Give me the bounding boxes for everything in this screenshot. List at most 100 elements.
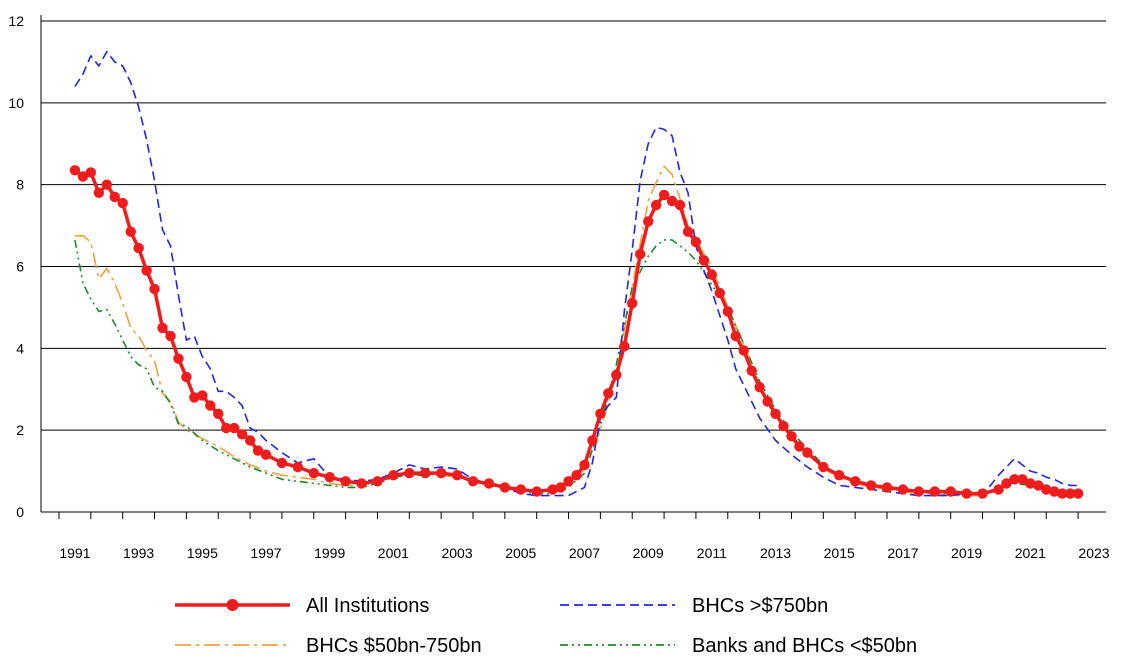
data-point xyxy=(309,468,319,478)
data-point xyxy=(372,476,382,486)
data-point xyxy=(181,372,191,382)
data-point xyxy=(627,298,637,308)
data-point xyxy=(834,470,844,480)
y-tick-label: 2 xyxy=(16,422,24,438)
legend-label-3: Banks and BHCs <$50bn xyxy=(692,635,917,657)
data-point xyxy=(930,486,940,496)
data-point xyxy=(173,353,183,363)
data-point xyxy=(699,255,709,265)
data-point xyxy=(340,476,350,486)
data-point xyxy=(293,462,303,472)
data-point xyxy=(205,400,215,410)
data-point xyxy=(715,288,725,298)
x-tick-label: 2005 xyxy=(505,545,536,561)
y-tick-label: 4 xyxy=(16,340,24,356)
data-point xyxy=(277,458,287,468)
data-point xyxy=(731,331,741,341)
data-point xyxy=(141,265,151,275)
x-tick-label: 2001 xyxy=(378,545,409,561)
y-tick-label: 0 xyxy=(16,504,24,520)
data-point xyxy=(133,243,143,253)
data-point xyxy=(977,488,987,498)
data-point xyxy=(675,200,685,210)
data-point xyxy=(388,470,398,480)
data-point xyxy=(261,450,271,460)
data-point xyxy=(683,227,693,237)
data-point xyxy=(762,396,772,406)
y-tick-label: 8 xyxy=(16,177,24,193)
legend-marker xyxy=(227,599,239,611)
x-tick-label: 2011 xyxy=(697,545,727,561)
data-point xyxy=(436,468,446,478)
x-tick-label: 2009 xyxy=(633,545,664,561)
data-point xyxy=(516,484,526,494)
data-point xyxy=(961,488,971,498)
data-point xyxy=(754,382,764,392)
data-point xyxy=(739,345,749,355)
data-point xyxy=(468,476,478,486)
data-point xyxy=(587,435,597,445)
data-point xyxy=(197,390,207,400)
data-point xyxy=(595,409,605,419)
data-point xyxy=(213,409,223,419)
data-point xyxy=(452,470,462,480)
data-point xyxy=(579,460,589,470)
data-point xyxy=(818,462,828,472)
data-point xyxy=(420,468,430,478)
data-point xyxy=(850,476,860,486)
x-tick-label: 2013 xyxy=(760,545,791,561)
data-point xyxy=(946,486,956,496)
data-point xyxy=(325,472,335,482)
data-point xyxy=(770,409,780,419)
x-tick-label: 1991 xyxy=(59,545,90,561)
data-point xyxy=(165,331,175,341)
data-point xyxy=(484,478,494,488)
legend: All Institutions BHCs >$750bnBHCs $50bn-7… xyxy=(175,595,917,657)
data-point xyxy=(723,306,733,316)
data-point xyxy=(404,468,414,478)
legend-label-0: All Institutions xyxy=(306,595,429,617)
data-point xyxy=(611,370,621,380)
data-point xyxy=(126,227,136,237)
axes: 0 2 4 6 8 10 12 1991 1993 1995 1997 1999 2001 2003 200… xyxy=(8,13,1109,561)
data-point xyxy=(571,470,581,480)
data-point xyxy=(643,216,653,226)
data-point xyxy=(245,435,255,445)
x-tick-label: 2019 xyxy=(951,545,982,561)
data-point xyxy=(356,478,366,488)
series-lines xyxy=(70,52,1084,499)
data-point xyxy=(1073,488,1083,498)
data-point xyxy=(866,480,876,490)
data-point xyxy=(500,482,510,492)
data-point xyxy=(102,180,112,190)
data-point xyxy=(802,448,812,458)
data-point xyxy=(651,200,661,210)
data-point xyxy=(747,366,757,376)
x-tick-label: 2007 xyxy=(569,545,600,561)
gridlines xyxy=(41,21,1106,430)
x-tick-label: 2023 xyxy=(1078,545,1109,561)
data-point xyxy=(691,237,701,247)
data-point xyxy=(149,284,159,294)
data-point xyxy=(603,388,613,398)
x-tick-label: 1997 xyxy=(250,545,281,561)
data-point xyxy=(914,486,924,496)
x-tick-label: 1993 xyxy=(123,545,154,561)
x-tick-label: 2003 xyxy=(441,545,472,561)
y-tick-label: 6 xyxy=(16,259,24,275)
data-point xyxy=(94,188,104,198)
series-line-3 xyxy=(75,240,1078,494)
data-point xyxy=(86,167,96,177)
data-point xyxy=(118,198,128,208)
data-point xyxy=(898,484,908,494)
y-tick-label: 10 xyxy=(8,95,24,111)
legend-label-2: BHCs $50bn-750bn xyxy=(306,635,482,657)
data-point xyxy=(157,323,167,333)
x-tick-label: 2015 xyxy=(824,545,855,561)
data-point xyxy=(707,270,717,280)
series-line-2 xyxy=(75,166,1078,495)
data-point xyxy=(786,431,796,441)
data-point xyxy=(619,341,629,351)
